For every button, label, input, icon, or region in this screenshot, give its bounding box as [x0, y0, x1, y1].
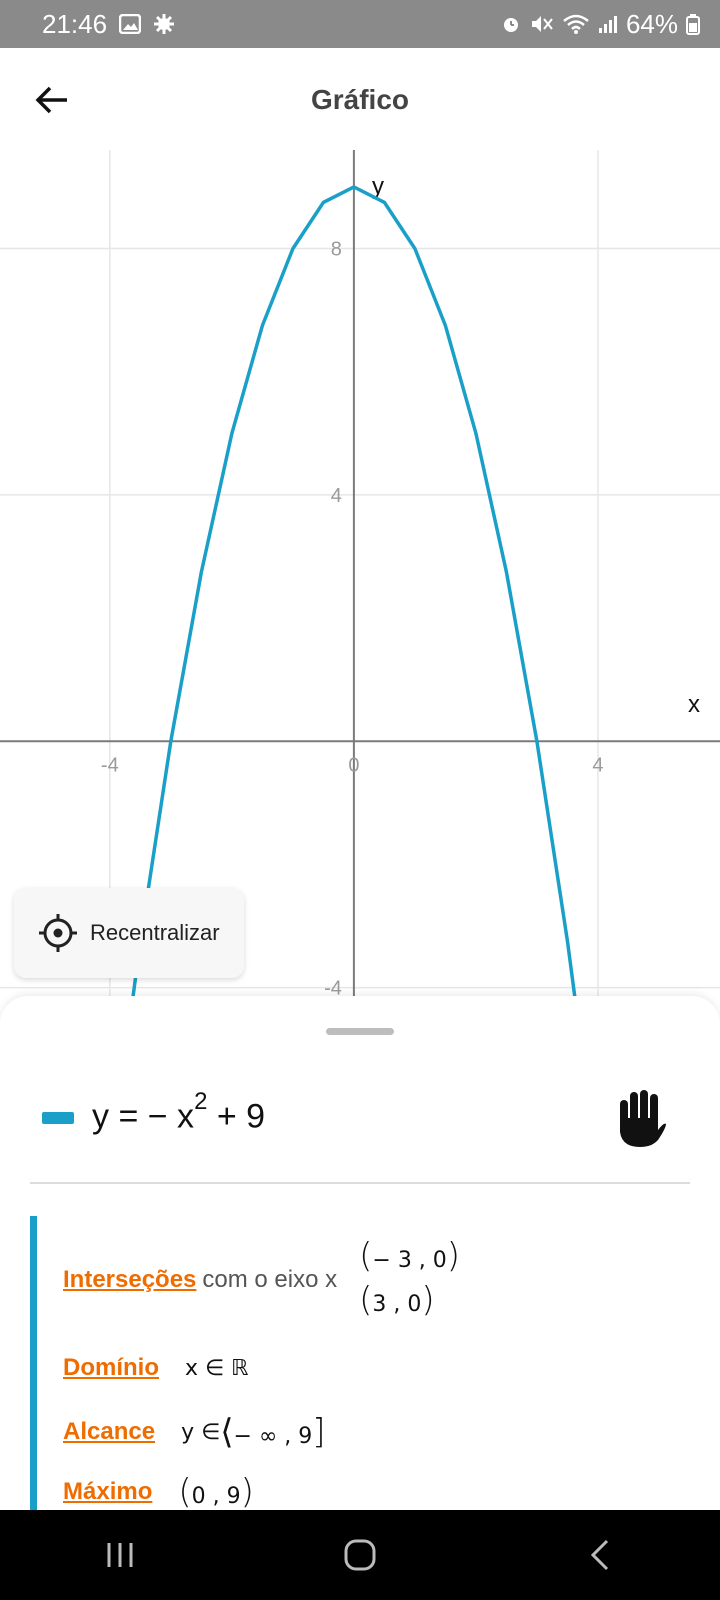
equation-lhs: y = − x: [92, 1097, 195, 1136]
range-row: Alcance y ∈ ⟨− ∞ , 9]: [63, 1412, 326, 1452]
battery-percent: 64%: [625, 8, 678, 39]
domain-row: Domínio x ∈ ℝ: [63, 1354, 249, 1382]
maximum-link[interactable]: Máximo: [63, 1478, 153, 1505]
recents-icon: [107, 1543, 133, 1567]
y-axis-label: y: [372, 173, 384, 200]
mute-icon: [530, 13, 554, 35]
wifi-icon: [562, 13, 590, 35]
range-value: ⟨− ∞ , 9]: [220, 1412, 326, 1452]
drag-handle[interactable]: [326, 1028, 394, 1035]
hand-button[interactable]: [614, 1088, 668, 1148]
app-header: Gráfico: [0, 48, 720, 152]
maximum-value: (0 , 9): [178, 1472, 254, 1510]
x-axis-label: x: [688, 691, 700, 718]
recents-button[interactable]: [80, 1525, 160, 1585]
arrow-left-icon: [35, 86, 67, 114]
y-tick-label: 4: [331, 485, 342, 507]
divider: [30, 1182, 690, 1184]
battery-icon: [686, 13, 700, 35]
series-color-swatch: [42, 1112, 74, 1124]
page-title: Gráfico: [310, 84, 410, 115]
maximum-row: Máximo (0 , 9): [63, 1472, 254, 1510]
gallery-icon: [119, 14, 142, 34]
function-graph[interactable]: -4 0 4 8 4 -4 x y: [0, 150, 720, 1000]
back-icon: [590, 1539, 609, 1571]
intersections-link[interactable]: Interseções: [63, 1266, 197, 1293]
status-bar: 21:46 64%: [0, 0, 720, 48]
y-tick-label: -4: [324, 978, 342, 1000]
parabola-curve: [130, 185, 577, 1000]
hand-icon: [620, 1090, 666, 1147]
status-time: 21:46: [42, 8, 108, 39]
recenter-button[interactable]: Recentralizar: [14, 888, 244, 978]
intersection-point: (− 3 , 0): [359, 1236, 461, 1276]
home-button[interactable]: [320, 1525, 400, 1585]
x-tick-label: 4: [592, 754, 603, 776]
intersections-suffix: com o eixo x: [202, 1266, 338, 1293]
equation-text: y = − x2 + 9: [92, 1088, 266, 1136]
equation-exponent: 2: [194, 1088, 208, 1115]
settings-icon: [153, 13, 175, 35]
equation-rhs: + 9: [216, 1097, 266, 1136]
grid-lines: [0, 150, 720, 1000]
x-tick-label: -4: [101, 754, 119, 776]
crosshair-icon: [39, 914, 77, 952]
y-tick-label: 8: [331, 239, 342, 261]
signal-icon: [598, 14, 618, 34]
range-link[interactable]: Alcance: [63, 1418, 156, 1445]
bottom-sheet: y = − x2 + 9 Interseções com o eixo x (−…: [0, 996, 720, 1510]
back-nav-button[interactable]: [560, 1525, 640, 1585]
system-nav-bar: [0, 1510, 720, 1600]
recenter-label: Recentralizar: [90, 920, 220, 945]
domain-value: x ∈ ℝ: [185, 1355, 249, 1381]
x-tick-label: 0: [348, 754, 359, 776]
home-icon: [344, 1539, 376, 1571]
tick-labels: -4 0 4 8 4 -4: [101, 239, 604, 1000]
intersection-points: (− 3 , 0) (3 , 0): [359, 1236, 460, 1320]
alarm-icon: [500, 13, 522, 35]
range-prefix: y ∈: [181, 1419, 221, 1445]
intersection-point: (3 , 0): [359, 1280, 435, 1320]
back-button[interactable]: [28, 76, 76, 124]
domain-link[interactable]: Domínio: [63, 1354, 159, 1381]
intersections-row: Interseções com o eixo x (− 3 , 0) (3 , …: [63, 1236, 460, 1320]
equation-row: y = − x2 + 9: [0, 1076, 720, 1182]
properties-panel: Interseções com o eixo x (− 3 , 0) (3 , …: [30, 1216, 700, 1510]
